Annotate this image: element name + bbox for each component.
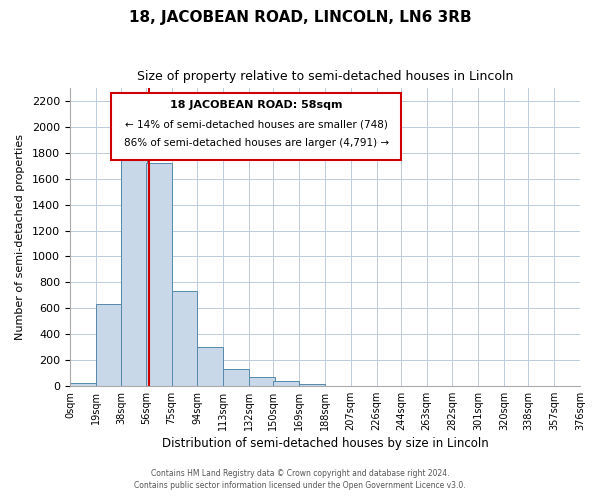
- Bar: [172, 292, 197, 386]
- Bar: [121, 148, 147, 386]
- Bar: [274, 380, 299, 386]
- Title: Size of property relative to semi-detached houses in Lincoln: Size of property relative to semi-detach…: [137, 70, 513, 83]
- Bar: [197, 347, 223, 386]
- Bar: [146, 164, 172, 386]
- Y-axis label: Number of semi-detached properties: Number of semi-detached properties: [15, 134, 25, 340]
- Bar: [223, 369, 249, 386]
- Text: 18 JACOBEAN ROAD: 58sqm: 18 JACOBEAN ROAD: 58sqm: [170, 100, 343, 110]
- Text: Contains HM Land Registry data © Crown copyright and database right 2024.
Contai: Contains HM Land Registry data © Crown c…: [134, 468, 466, 490]
- Bar: [70, 383, 95, 386]
- FancyBboxPatch shape: [111, 93, 401, 160]
- Bar: [299, 384, 325, 386]
- X-axis label: Distribution of semi-detached houses by size in Lincoln: Distribution of semi-detached houses by …: [161, 437, 488, 450]
- Text: ← 14% of semi-detached houses are smaller (748): ← 14% of semi-detached houses are smalle…: [125, 120, 388, 130]
- Text: 18, JACOBEAN ROAD, LINCOLN, LN6 3RB: 18, JACOBEAN ROAD, LINCOLN, LN6 3RB: [128, 10, 472, 25]
- Text: 86% of semi-detached houses are larger (4,791) →: 86% of semi-detached houses are larger (…: [124, 138, 389, 148]
- Bar: [249, 378, 275, 386]
- Bar: [95, 304, 121, 386]
